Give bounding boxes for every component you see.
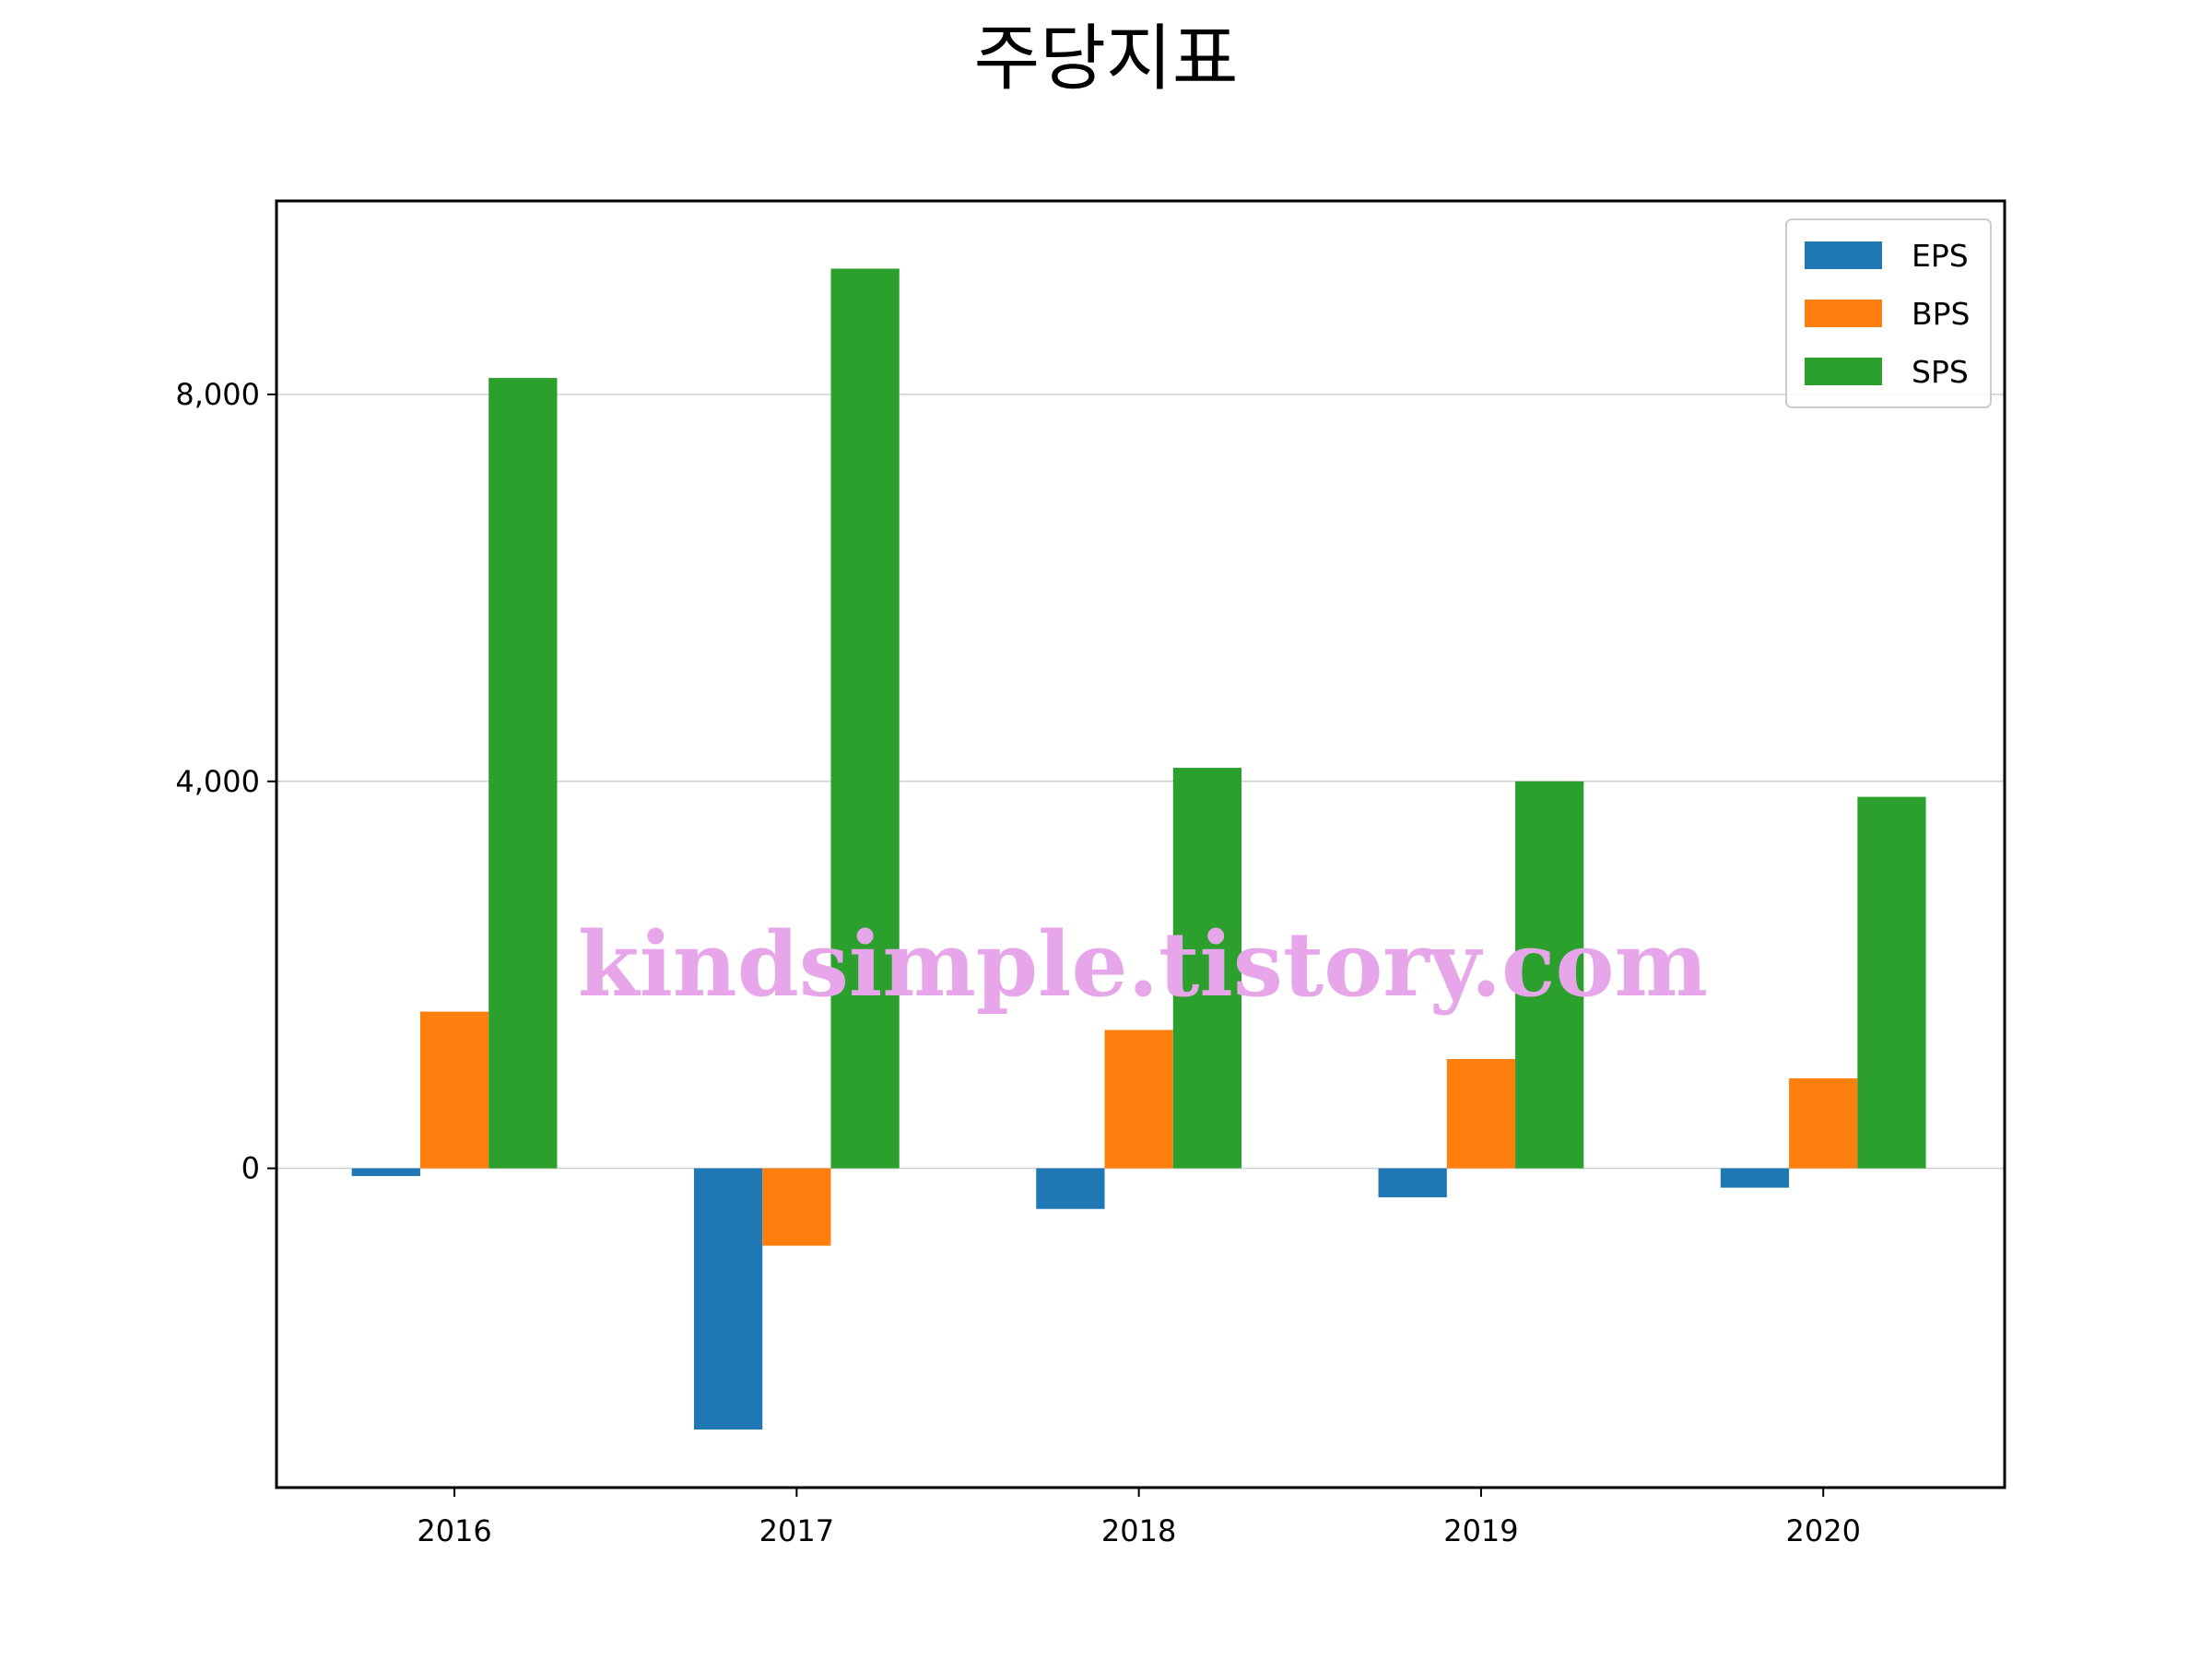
y-tick-label: 0 [241, 1151, 260, 1186]
legend-label-eps: EPS [1912, 238, 1969, 274]
legend-swatch-bps [1805, 300, 1882, 327]
bar-sps [1172, 768, 1242, 1169]
bar-eps [693, 1168, 763, 1430]
x-tick-label: 2019 [1443, 1513, 1518, 1548]
x-tick-label: 2016 [417, 1513, 491, 1548]
bar-bps [1446, 1059, 1516, 1169]
legend-label-bps: BPS [1912, 296, 1971, 332]
watermark-text: kindsimple.tistory.com [578, 912, 1708, 1017]
bars [351, 268, 1926, 1430]
legend-swatch-sps [1805, 358, 1882, 385]
bar-bps [762, 1168, 831, 1246]
bar-sps [488, 378, 558, 1169]
bar-sps [1515, 781, 1584, 1169]
bar-sps [1857, 796, 1926, 1169]
bar-eps [1720, 1168, 1790, 1188]
bar-eps [351, 1168, 420, 1177]
y-tick-label: 4,000 [175, 764, 260, 799]
bar-eps [1378, 1168, 1447, 1198]
legend-label-sps: SPS [1912, 354, 1969, 390]
y-tick-label: 8,000 [175, 377, 260, 412]
chart-title: 주당지표 [973, 18, 1238, 100]
axis-ticks: 0 4,000 8,000 2016 2017 2018 2019 2020 [175, 377, 1861, 1548]
bar-eps [1036, 1168, 1105, 1209]
bar-bps [1789, 1078, 1858, 1169]
x-tick-label: 2020 [1785, 1513, 1860, 1548]
legend: EPS BPS SPS [1785, 218, 1992, 408]
bar-bps [419, 1011, 489, 1169]
x-tick-label: 2017 [759, 1513, 834, 1548]
plot-frame [275, 199, 2006, 1489]
bar-bps [1104, 1030, 1173, 1169]
bar-sps [830, 268, 900, 1169]
x-tick-label: 2018 [1101, 1513, 1176, 1548]
legend-swatch-eps [1805, 241, 1882, 269]
